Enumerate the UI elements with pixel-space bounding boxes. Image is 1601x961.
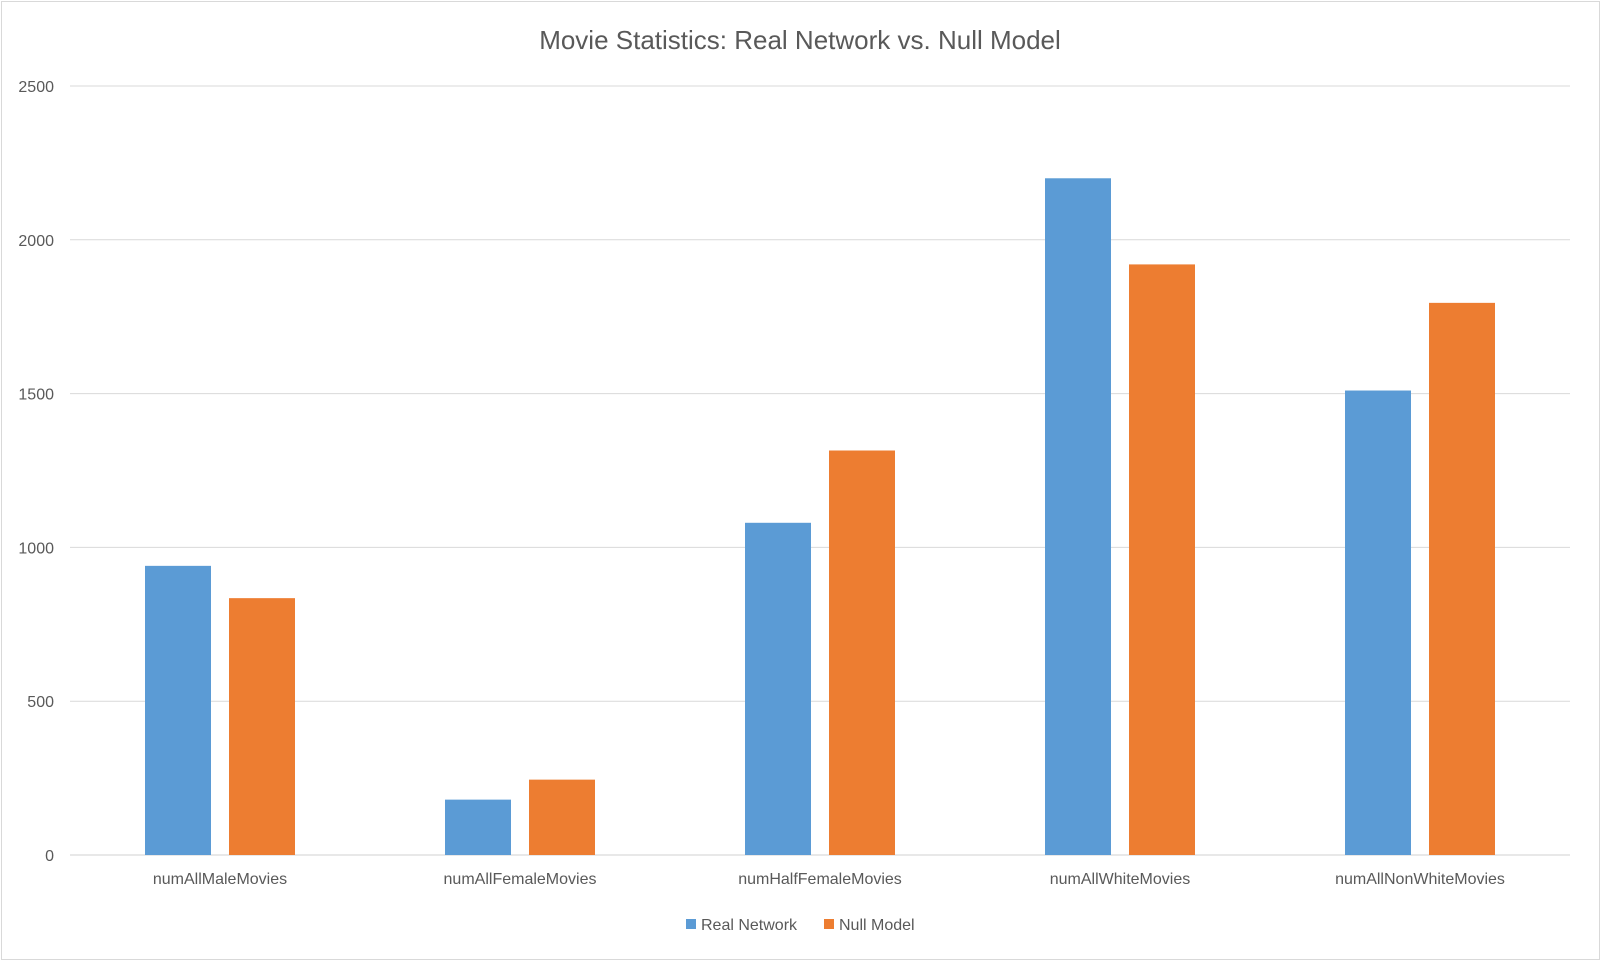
gridlines bbox=[70, 85, 1570, 856]
y-tick-label: 500 bbox=[27, 694, 54, 711]
x-category-label: numAllFemaleMovies bbox=[444, 871, 597, 888]
x-category-label: numAllNonWhiteMovies bbox=[1335, 871, 1505, 888]
x-category-label: numAllMaleMovies bbox=[153, 871, 287, 888]
bar bbox=[1045, 178, 1111, 855]
y-axis-ticks: 0 500 1000 1500 2000 2500 bbox=[18, 79, 54, 865]
x-category-label: numHalfFemaleMovies bbox=[738, 871, 902, 888]
bar bbox=[1429, 302, 1495, 855]
legend-label: Null Model bbox=[839, 917, 915, 934]
y-tick-label: 2000 bbox=[18, 233, 54, 250]
x-category-label: numAllWhiteMovies bbox=[1050, 871, 1190, 888]
bar bbox=[529, 779, 595, 855]
legend-swatch bbox=[686, 919, 696, 929]
legend-label: Real Network bbox=[701, 917, 798, 934]
bar bbox=[745, 522, 811, 855]
bar bbox=[1129, 264, 1195, 856]
x-axis-categories: numAllMaleMovies numAllFemaleMovies numHal… bbox=[153, 871, 1505, 888]
bar bbox=[229, 598, 295, 855]
bars bbox=[145, 178, 1495, 856]
legend-swatch bbox=[824, 919, 834, 929]
y-tick-label: 2500 bbox=[18, 79, 54, 96]
y-tick-label: 1000 bbox=[18, 540, 54, 557]
bar bbox=[829, 450, 895, 855]
chart-title: Movie Statistics: Real Network vs. Null … bbox=[539, 25, 1061, 55]
legend: Real Network Null Model bbox=[686, 917, 915, 934]
bar bbox=[145, 565, 211, 855]
bar bbox=[1345, 390, 1411, 855]
y-tick-label: 1500 bbox=[18, 387, 54, 404]
y-tick-label: 0 bbox=[45, 848, 54, 865]
bar bbox=[445, 799, 511, 855]
